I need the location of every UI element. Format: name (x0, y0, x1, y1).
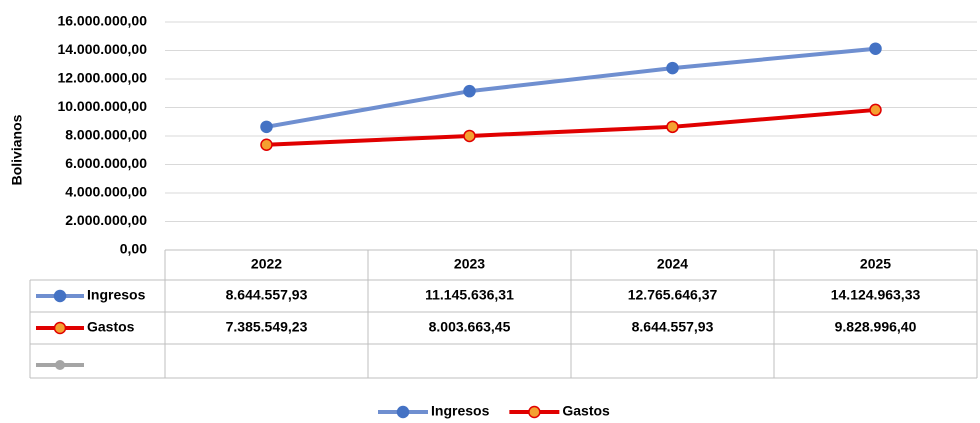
series-marker (260, 120, 273, 134)
series-marker (869, 42, 882, 55)
series-marker (463, 84, 476, 98)
y-tick-label: 0,00 (120, 241, 147, 257)
x-tick-label: 2022 (251, 256, 282, 272)
y-tick-label: 16.000.000,00 (57, 13, 147, 29)
series-marker (666, 61, 679, 75)
x-tick-label: 2025 (860, 256, 891, 272)
y-tick-label: 12.000.000,00 (57, 70, 147, 86)
series-marker (260, 138, 273, 152)
legend-key-marker (396, 405, 410, 419)
y-tick-label: 6.000.000,00 (65, 155, 147, 171)
table-key-marker (53, 321, 67, 335)
legend-key-marker (528, 405, 541, 419)
series-line (266, 46, 876, 129)
table-value: 7.385.549,23 (226, 319, 308, 335)
series-marker (463, 129, 476, 143)
table-series-name: Gastos (87, 319, 135, 335)
y-tick-label: 4.000.000,00 (65, 184, 147, 200)
x-tick-label: 2024 (657, 256, 688, 272)
table-value: 9.828.996,40 (835, 319, 917, 335)
empty-legend-key (36, 360, 84, 370)
table-value: 8.003.663,45 (429, 319, 511, 335)
series-line (266, 107, 876, 147)
y-tick-label: 10.000.000,00 (57, 98, 147, 114)
series-marker (869, 103, 882, 117)
table-value: 12.765.646,37 (628, 287, 718, 303)
y-tick-label: 8.000.000,00 (65, 127, 147, 143)
legend-label: Gastos (562, 403, 610, 419)
table-value: 8.644.557,93 (632, 319, 714, 335)
x-tick-label: 2023 (454, 256, 485, 272)
table-value: 14.124.963,33 (831, 287, 921, 303)
table-key-marker (53, 289, 67, 303)
table-series-name: Ingresos (87, 287, 146, 303)
y-tick-label: 14.000.000,00 (57, 41, 147, 57)
series-marker (666, 120, 679, 134)
table-value: 11.145.636,31 (425, 287, 514, 303)
y-tick-label: 2.000.000,00 (65, 212, 147, 228)
empty-key-marker (55, 360, 65, 370)
y-axis-label: Bolivianos (9, 114, 25, 185)
table-value: 8.644.557,93 (226, 287, 308, 303)
legend-label: Ingresos (431, 403, 490, 419)
